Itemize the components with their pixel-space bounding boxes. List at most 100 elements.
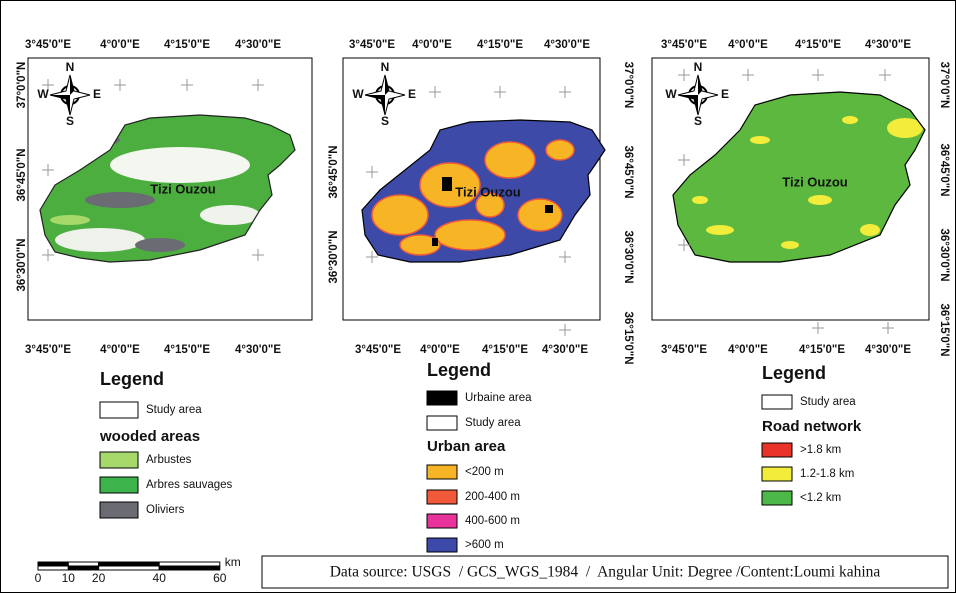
- legend-section: Road network: [762, 418, 862, 435]
- bottom-tick-label: 3°45'0"E: [25, 344, 71, 356]
- place-label: Tizi Ouzou: [455, 184, 521, 199]
- bottom-tick-label: 3°45'0"E: [661, 344, 707, 356]
- compass-s: S: [66, 114, 74, 128]
- top-tick-label: 4°15'0"E: [795, 39, 841, 51]
- scale-tick-label: 20: [92, 571, 106, 585]
- legend-label: <1.2 km: [800, 492, 841, 504]
- right-tick-label: 36°15'0"N: [938, 303, 950, 356]
- scale-tick-label: 10: [62, 571, 76, 585]
- compass-e: E: [721, 87, 729, 101]
- top-tick-label: 4°30'0"E: [544, 39, 590, 51]
- compass-e: E: [408, 87, 416, 101]
- legend-label: >1.8 km: [800, 444, 841, 456]
- right-tick-label: 36°45'0"N: [622, 145, 634, 198]
- scale-segment: [68, 566, 98, 570]
- bottom-tick-label: 4°15'0"E: [164, 344, 210, 356]
- scale-segment: [38, 562, 68, 566]
- legend-swatch: [762, 467, 792, 481]
- legend-swatch: [100, 477, 138, 493]
- legend-swatch: [100, 402, 138, 418]
- bottom-tick-label: 4°0'0"E: [100, 344, 140, 356]
- legend-swatch: [762, 491, 792, 505]
- bottom-tick-label: 4°30'0"E: [865, 344, 911, 356]
- top-tick-label: 4°15'0"E: [164, 39, 210, 51]
- legend-title: Legend: [427, 360, 491, 380]
- top-tick-label: 4°15'0"E: [477, 39, 523, 51]
- legend-label: 200-400 m: [465, 491, 520, 503]
- scale-unit: km: [225, 555, 241, 569]
- compass-w: W: [352, 87, 364, 101]
- legend-section: Urban area: [427, 438, 506, 455]
- scale-tick-label: 60: [213, 571, 227, 585]
- legend-label: Arbres sauvages: [146, 479, 233, 491]
- legend-label: <200 m: [465, 466, 504, 478]
- legend-swatch: [100, 452, 138, 468]
- right-tick-label: 36°30'0"N: [622, 230, 634, 283]
- legend-swatch: [100, 502, 138, 518]
- scale-tick-label: 0: [35, 571, 42, 585]
- scale-tick-label: 40: [153, 571, 167, 585]
- legend-swatch: [762, 443, 792, 457]
- right-tick-label: 37°0'0"N: [622, 62, 634, 109]
- compass-s: S: [694, 114, 702, 128]
- top-tick-label: 3°45'0"E: [25, 39, 71, 51]
- legend-label: Oliviers: [146, 504, 185, 516]
- scale-segment: [99, 562, 160, 566]
- left-tick-label: 37°0'0"N: [16, 62, 28, 109]
- bottom-tick-label: 3°45'0"E: [355, 344, 401, 356]
- legend-title: Legend: [762, 363, 826, 383]
- legend-swatch: [427, 514, 457, 528]
- bottom-tick-label: 4°15'0"E: [482, 344, 528, 356]
- legend-label: Study area: [800, 396, 856, 408]
- legend-swatch: [427, 538, 457, 552]
- left-tick-label: 36°30'0"N: [328, 230, 340, 283]
- scale-segment: [38, 566, 68, 570]
- right-tick-label: 36°30'0"N: [938, 228, 950, 281]
- compass-n: N: [66, 60, 75, 74]
- compass-w: W: [665, 87, 677, 101]
- bottom-tick-label: 4°15'0"E: [799, 344, 845, 356]
- right-tick-label: 37°0'0"N: [938, 62, 950, 109]
- right-tick-label: 36°15'0"N: [622, 311, 634, 364]
- bottom-tick-label: 4°0'0"E: [420, 344, 460, 356]
- scale-segment: [159, 562, 220, 566]
- compass-s: S: [381, 114, 389, 128]
- top-tick-label: 3°45'0"E: [661, 39, 707, 51]
- legend-swatch: [427, 416, 457, 430]
- legend-label: Study area: [146, 404, 202, 416]
- legend-swatch: [427, 391, 457, 405]
- scale-segment: [68, 562, 98, 566]
- left-tick-label: 36°30'0"N: [16, 238, 28, 291]
- compass-w: W: [37, 87, 49, 101]
- top-tick-label: 4°0'0"E: [728, 39, 768, 51]
- figure: 3°45'0"E 4°0'0"E 4°15'0"E 4°30'0"E 3°45'0"E 4…: [0, 0, 956, 593]
- top-tick-label: 4°0'0"E: [100, 39, 140, 51]
- top-tick-label: 4°30'0"E: [235, 39, 281, 51]
- left-tick-label: 36°45'0"N: [328, 145, 340, 198]
- legend-label: >600 m: [465, 539, 504, 551]
- legend-label: 400-600 m: [465, 515, 520, 527]
- legend-label: 1.2-1.8 km: [800, 468, 854, 480]
- legend-label: Urbaine area: [465, 392, 532, 404]
- place-label: Tizi Ouzou: [782, 174, 848, 189]
- left-tick-label: 36°45'0"N: [16, 148, 28, 201]
- compass-n: N: [381, 60, 390, 74]
- source-text: Data source: USGS / GCS_WGS_1984 / Angul…: [330, 564, 881, 581]
- legend-swatch: [427, 490, 457, 504]
- top-tick-label: 4°30'0"E: [865, 39, 911, 51]
- scale-segment: [99, 566, 160, 570]
- compass-e: E: [93, 87, 101, 101]
- top-tick-label: 4°0'0"E: [412, 39, 452, 51]
- bottom-tick-label: 4°30'0"E: [542, 344, 588, 356]
- scale-segment: [159, 566, 220, 570]
- place-label: Tizi Ouzou: [150, 181, 216, 196]
- legend-label: Study area: [465, 417, 521, 429]
- top-tick-label: 3°45'0"E: [349, 39, 395, 51]
- legend-swatch: [427, 465, 457, 479]
- legend-label: Arbustes: [146, 454, 192, 466]
- bottom-tick-label: 4°30'0"E: [235, 344, 281, 356]
- bottom-tick-label: 4°0'0"E: [728, 344, 768, 356]
- legend-section: wooded areas: [99, 428, 200, 445]
- compass-n: N: [694, 60, 703, 74]
- legend-swatch: [762, 395, 792, 409]
